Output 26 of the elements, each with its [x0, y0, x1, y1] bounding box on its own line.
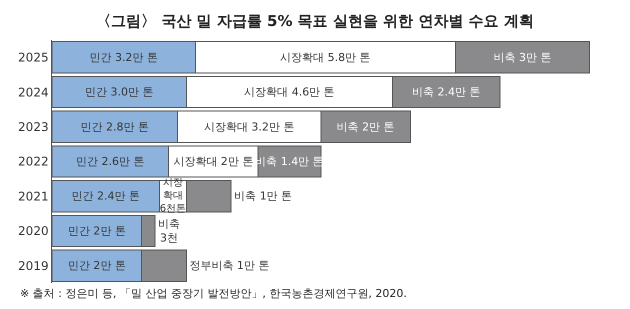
data-label: 민간 3.0만 톤 [84, 86, 154, 99]
y-tick-label: 2020 [18, 224, 49, 238]
y-tick-label: 2022 [18, 154, 49, 169]
data-label: 시장확대 5.8만 톤 [280, 50, 371, 64]
y-tick-label: 2025 [18, 50, 49, 65]
data-label: 시장확대 2만 톤 [173, 155, 254, 168]
data-label: 비축 1만 톤 [234, 190, 292, 203]
data-label: 시장확대 3.2만 톤 [204, 120, 294, 134]
y-tick-label: 2024 [18, 85, 49, 100]
data-label: 비축 3천 [158, 217, 180, 245]
data-label: 정부비축 1만 톤 [189, 259, 270, 272]
y-tick-label: 2023 [18, 120, 49, 134]
data-label: 민간 3.2만 톤 [89, 50, 158, 64]
chart-title: 〈그림〉 국산 밀 자급률 5% 목표 실현을 위한 연차별 수요 계획 [96, 12, 534, 30]
data-label: 민간 2.6만 톤 [76, 155, 144, 168]
data-label: 민간 2.4만 톤 [72, 190, 140, 203]
data-label: 비축 3만 톤 [493, 50, 552, 64]
data-label: 민간 2만 톤 [68, 224, 126, 238]
text: ※ 출처 : 정은미 등, 「밀 산업 중장기 발전방안」, 한국농촌경제연구원, 2020. [20, 287, 407, 300]
data-label: 비축 2.4만 톤 [412, 86, 481, 99]
data-label: 민간 2만 톤 [68, 259, 126, 272]
data-label: 시장확대 4.6만 톤 [244, 86, 335, 99]
y-tick-label: 2019 [18, 258, 49, 273]
data-label: 민간 2.8만 톤 [80, 120, 149, 134]
y-tick-label: 2021 [18, 189, 49, 204]
data-label: 비축 2만 톤 [336, 120, 395, 134]
